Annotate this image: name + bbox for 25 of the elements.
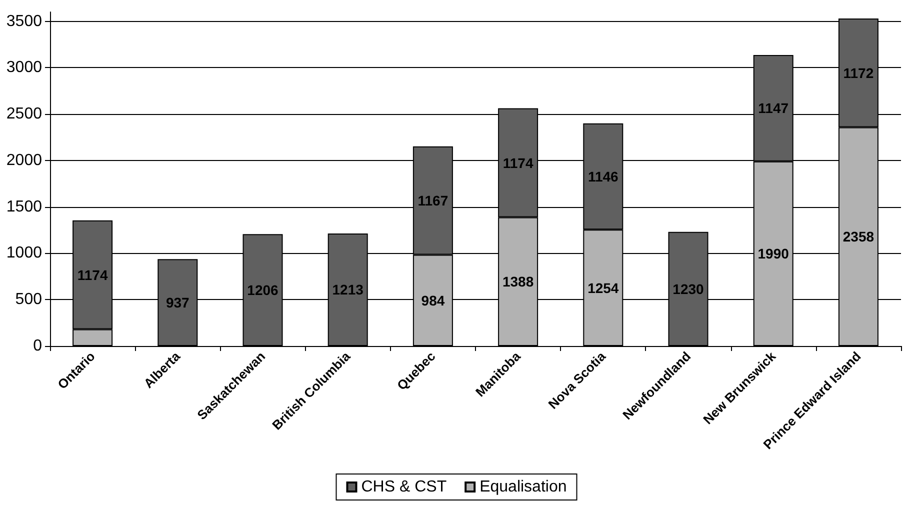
data-label: 1230 [672,280,704,297]
legend-label: Equalisation [480,478,567,496]
y-tick-label: 2000 [6,152,42,169]
y-tick-label: 0 [33,338,42,354]
y-tick-label: 3500 [6,12,42,30]
y-tick-label: 1000 [6,244,42,262]
data-label: 1174 [77,266,108,283]
y-tick-label: 500 [15,291,42,308]
data-label: 1388 [502,274,534,290]
data-label: 1147 [758,100,789,116]
data-label: 1146 [588,168,619,184]
y-tick-label: 1500 [6,198,42,216]
data-label: 1990 [758,246,790,262]
data-label: 1213 [332,282,364,298]
data-label: 1206 [247,282,279,298]
data-label: 1172 [843,64,874,81]
data-label: 937 [166,294,190,311]
y-tick-label: 2500 [6,106,42,123]
y-tick-label: 3000 [6,59,42,76]
legend-label: CHS & CST [361,478,447,496]
data-label: 1254 [588,280,619,296]
data-label: 1167 [418,192,448,209]
data-label: 984 [421,292,445,308]
data-label: 1174 [502,154,534,171]
data-label: 2358 [842,228,874,245]
